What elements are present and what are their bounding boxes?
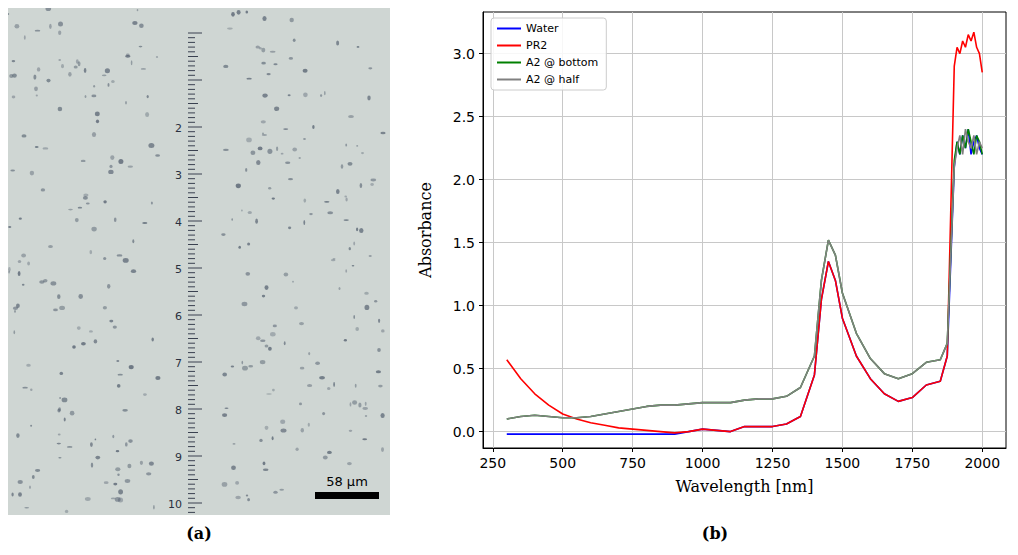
svg-text:6: 6 [175, 310, 182, 323]
svg-text:750: 750 [619, 455, 646, 471]
svg-text:9: 9 [175, 451, 182, 464]
svg-text:5: 5 [175, 263, 182, 276]
svg-text:4: 4 [175, 216, 182, 229]
svg-text:Water: Water [526, 22, 559, 35]
svg-text:1.5: 1.5 [453, 235, 475, 251]
svg-text:3: 3 [175, 169, 182, 182]
svg-text:1000: 1000 [685, 455, 721, 471]
svg-text:1750: 1750 [894, 455, 930, 471]
svg-text:2.0: 2.0 [453, 172, 475, 188]
svg-text:58 µm: 58 µm [326, 474, 368, 489]
svg-text:10: 10 [168, 498, 182, 511]
svg-text:Wavelength [nm]: Wavelength [nm] [675, 477, 813, 496]
svg-text:7: 7 [175, 357, 182, 370]
svg-text:A2 @ bottom: A2 @ bottom [526, 56, 598, 69]
svg-text:1.0: 1.0 [453, 298, 475, 314]
html-text:(b): (b) [701, 524, 729, 543]
svg-text:1250: 1250 [755, 455, 791, 471]
svg-text:250: 250 [479, 455, 506, 471]
html-text:(a): (a) [186, 524, 212, 543]
svg-text:2.5: 2.5 [453, 109, 475, 125]
svg-text:3.0: 3.0 [453, 46, 475, 62]
svg-text:PR2: PR2 [526, 39, 547, 52]
svg-text:0.5: 0.5 [453, 361, 475, 377]
svg-text:Absorbance: Absorbance [416, 182, 435, 279]
svg-text:500: 500 [549, 455, 576, 471]
svg-text:8: 8 [175, 404, 182, 417]
svg-text:2000: 2000 [964, 455, 1000, 471]
svg-text:1500: 1500 [825, 455, 861, 471]
svg-text:2: 2 [175, 122, 182, 135]
svg-text:0.0: 0.0 [453, 424, 475, 440]
svg-text:A2 @ half: A2 @ half [526, 73, 580, 86]
